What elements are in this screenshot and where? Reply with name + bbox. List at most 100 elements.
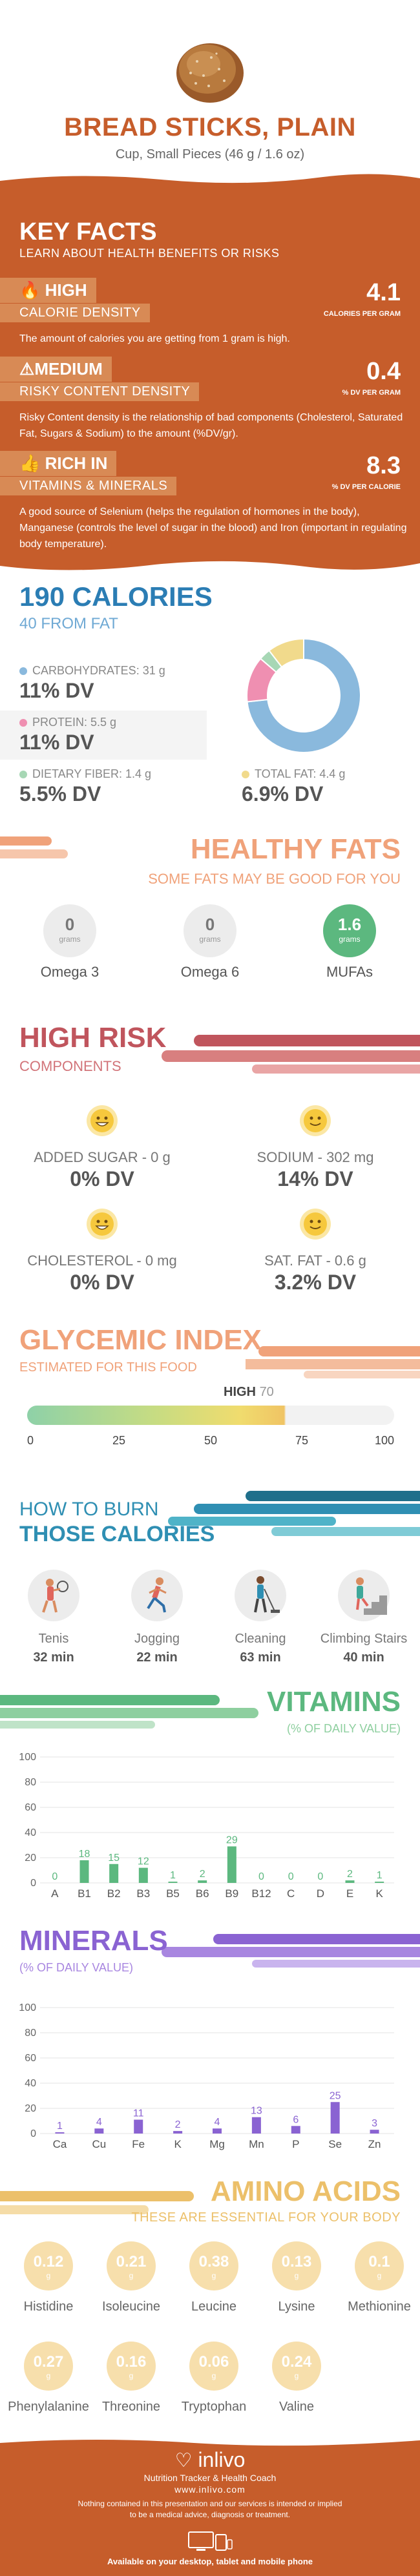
vitamin-bar [227, 1846, 236, 1883]
glycemic-tick: 50 [204, 1434, 218, 1447]
mineral-value-label: 3 [372, 2118, 377, 2129]
vitamin-category-label: A [51, 1887, 59, 1900]
amino-circle: 0.12 g [24, 2241, 73, 2290]
amino-value: 0.12 [33, 2253, 64, 2270]
smiley-icon [87, 1105, 118, 1136]
high-risk-subtitle: COMPONENTS [19, 1058, 121, 1074]
mufa-circle: 1.6 grams [323, 904, 376, 957]
glycemic-reading: HIGH 70 [224, 1385, 274, 1400]
donut-slice-carbohydrates [246, 638, 361, 753]
risk-label: ADDED SUGAR - 0 g [34, 1149, 171, 1165]
fat-value: 1.6 [337, 915, 362, 934]
header-section: BREAD STICKS, PLAIN Cup, Small Pieces (4… [0, 0, 420, 189]
activity-name: Jogging [134, 1632, 180, 1646]
key-fact-name: CALORIE DENSITY [0, 304, 150, 322]
vitamins-bar-chart: 0204060801000A18B115B212B31B52B629B90B12… [19, 1752, 394, 1900]
key-fact-unit: % DV PER GRAM [342, 389, 401, 397]
header-wave [0, 174, 420, 189]
macro-label: TOTAL FAT: 4.4 g [255, 767, 346, 780]
activity-time: 63 min [240, 1650, 281, 1665]
amino-unit: g [211, 2371, 216, 2380]
key-fact-unit: % DV PER CALORIE [331, 483, 401, 491]
dot-icon [19, 770, 27, 778]
macro-label: DIETARY FIBER: 1.4 g [32, 767, 152, 780]
mineral-value-label: 13 [251, 2106, 262, 2117]
amino-value: 0.16 [116, 2353, 147, 2371]
risk-decor [162, 1035, 420, 1074]
mineral-bar [134, 2119, 143, 2134]
vitamin-value-label: 15 [108, 1853, 120, 1864]
amino-unit: g [294, 2271, 299, 2280]
burn-section: HOW TO BURN THOSE CALORIES Tenis 32 min … [0, 1486, 420, 1692]
mineral-ytick-label: 40 [25, 2078, 36, 2089]
glycemic-tick: 0 [27, 1434, 34, 1447]
amino-unit: g [294, 2371, 299, 2380]
serving-size: Cup, Small Pieces (46 g / 1.6 oz) [115, 147, 305, 161]
amino-lysine: 0.13 g Lysine [251, 2241, 342, 2314]
amino-value: 0.06 [198, 2353, 229, 2371]
amino-value: 0.24 [281, 2353, 312, 2371]
amino-name: Lysine [278, 2300, 315, 2314]
vitamin-category-label: B3 [136, 1887, 150, 1900]
glycemic-bar [27, 1406, 394, 1425]
glycemic-section: GLYCEMIC INDEX ESTIMATED FOR THIS FOOD H… [0, 1318, 420, 1499]
activity-name: Climbing Stairs [320, 1632, 408, 1646]
macro-donut-chart [246, 638, 361, 753]
amino-circle: 0.27 g [24, 2342, 73, 2391]
brand-logo: ♡ inlivo [174, 2448, 246, 2471]
mineral-bar [55, 2132, 65, 2134]
vitamin-ytick-label: 80 [25, 1777, 36, 1788]
vitamins-section: VITAMINS (% OF DAILY VALUE) 0 20 40 60 80 100… [0, 1679, 420, 1918]
mineral-bar [251, 2117, 261, 2134]
vitamin-category-label: B5 [166, 1887, 180, 1900]
bread-image [176, 43, 244, 103]
vitamin-category-label: B1 [78, 1887, 91, 1900]
risk-dv: 0% DV [70, 1167, 134, 1190]
vitamin-bar [138, 1867, 148, 1883]
amino-leucine: 0.38 g Leucine [169, 2241, 259, 2314]
availability-note: Available on your desktop, tablet and mo… [107, 2557, 313, 2566]
minerals-title: MINERALS [19, 1925, 168, 1957]
thumbs-up-icon: 👍 [19, 453, 41, 473]
vitamin-category-label: B9 [225, 1887, 238, 1900]
vitamin-category-label: B2 [107, 1887, 121, 1900]
amino-acids-section: AMINO ACIDS THESE ARE ESSENTIAL FOR YOUR… [0, 2170, 420, 2448]
macro-dv: 11% DV [19, 679, 94, 702]
activity-cleaning: Cleaning 63 min [212, 1570, 309, 1665]
amino-circle: 0.16 g [107, 2342, 156, 2391]
risk-added-sugar: ADDED SUGAR - 0 g 0% DV [5, 1105, 199, 1191]
amino-name: Valine [278, 2400, 315, 2414]
vitamin-ytick-label: 100 [19, 1752, 36, 1763]
key-facts-section: KEY FACTS LEARN ABOUT HEALTH BENEFITS OR… [0, 187, 420, 576]
amino-unit: g [46, 2371, 51, 2380]
vitamins-title: VITAMINS [267, 1686, 401, 1718]
vitamin-category-label: K [375, 1887, 383, 1900]
key-facts-title: KEY FACTS [19, 218, 157, 245]
donut-slice-fat [268, 638, 304, 668]
amino-value: 0.21 [116, 2253, 147, 2270]
amino-decor [0, 2191, 194, 2214]
vitamin-ytick-label: 0 [30, 1878, 36, 1889]
minerals-subtitle: (% OF DAILY VALUE) [19, 1961, 134, 1974]
macro-fat: TOTAL FAT: 4.4 g 6.9% DV [220, 762, 401, 811]
risk-label: CHOLESTEROL - 0 mg [27, 1252, 177, 1269]
warning-icon: ⚠ [19, 359, 35, 379]
vitamin-value-label: 0 [52, 1871, 58, 1882]
mineral-value-label: 6 [293, 2114, 299, 2125]
amino-circle: 0.06 g [189, 2342, 238, 2391]
macro-dv: 6.9% DV [242, 782, 324, 805]
glycemic-decor [246, 1346, 420, 1378]
website-link[interactable]: www.inlivo.com [174, 2484, 246, 2495]
activity-name: Tenis [38, 1632, 69, 1646]
mineral-bar [370, 2130, 379, 2134]
amino-tryptophan: 0.06 g Tryptophan [169, 2342, 259, 2415]
activity-circle [131, 1570, 183, 1621]
key-fact-description: A good source of Selenium (helps the reg… [19, 506, 407, 550]
burn-title-line1: HOW TO BURN [19, 1499, 159, 1520]
glycemic-tick: 100 [375, 1434, 395, 1447]
fats-decor [0, 836, 68, 858]
vitamin-bar [198, 1880, 207, 1883]
activity-time: 40 min [343, 1650, 384, 1665]
mineral-category-label: Zn [368, 2138, 381, 2150]
activity-time: 32 min [33, 1650, 74, 1665]
